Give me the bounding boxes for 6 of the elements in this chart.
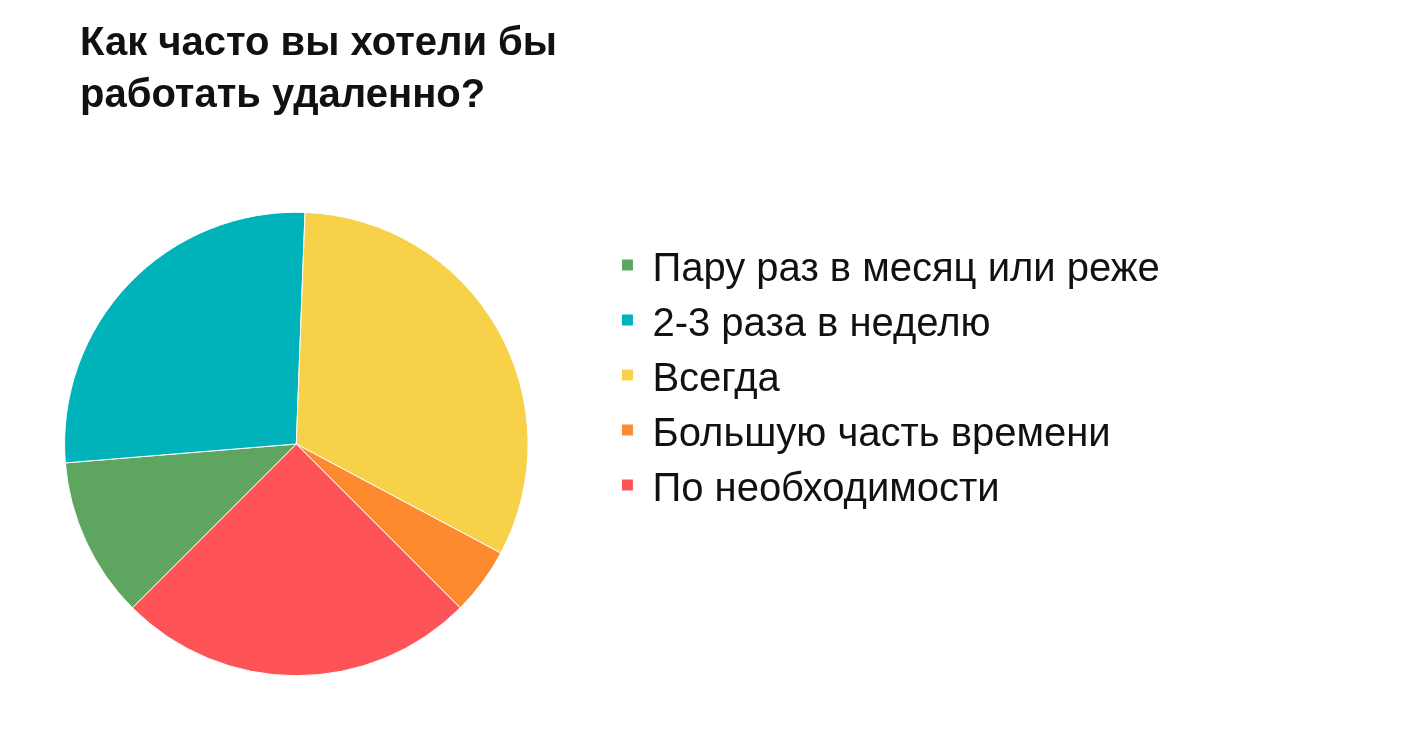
- legend-label: 2-3 раза в неделю: [652, 299, 991, 344]
- legend-label: Большую часть времени: [652, 409, 1111, 454]
- chart-title: Как часто вы хотели бы работать удаленно?: [80, 19, 557, 115]
- legend-label: Всегда: [652, 354, 781, 399]
- legend-label: По необходимости: [652, 464, 1000, 509]
- legend-label: Пару раз в месяц или реже: [652, 244, 1160, 289]
